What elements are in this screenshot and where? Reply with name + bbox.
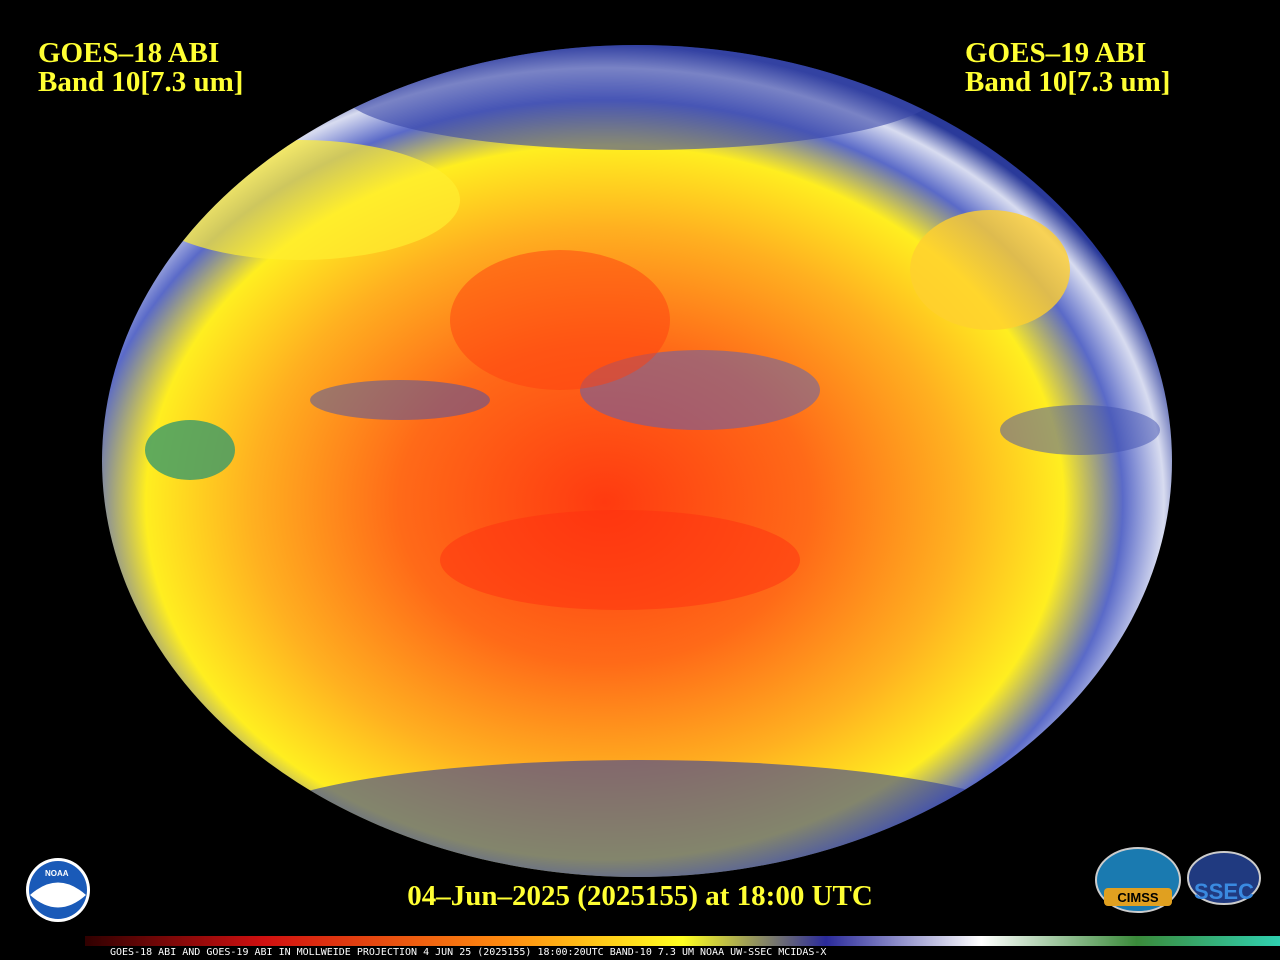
left-label: GOES–18 ABI (38, 37, 219, 69)
logo-text: NOAA (45, 869, 69, 878)
ssec-logo: SSEC (1187, 851, 1261, 905)
noaa-logo: NOAA (26, 858, 90, 922)
cimss-logo: CIMSS (1095, 847, 1181, 913)
right-label: GOES–19 ABI (965, 37, 1146, 69)
color-bar (85, 936, 1280, 946)
timestamp: 04–Jun–2025 (2025155) at 18:00 UTC (407, 880, 873, 912)
footer-text: GOES-18 ABI AND GOES-19 ABI IN MOLLWEIDE… (110, 947, 826, 958)
left-label: Band 10[7.3 um] (38, 66, 243, 98)
logo-text: SSEC (1194, 879, 1254, 904)
logo-text: CIMSS (1117, 890, 1159, 905)
right-label: Band 10[7.3 um] (965, 66, 1170, 98)
